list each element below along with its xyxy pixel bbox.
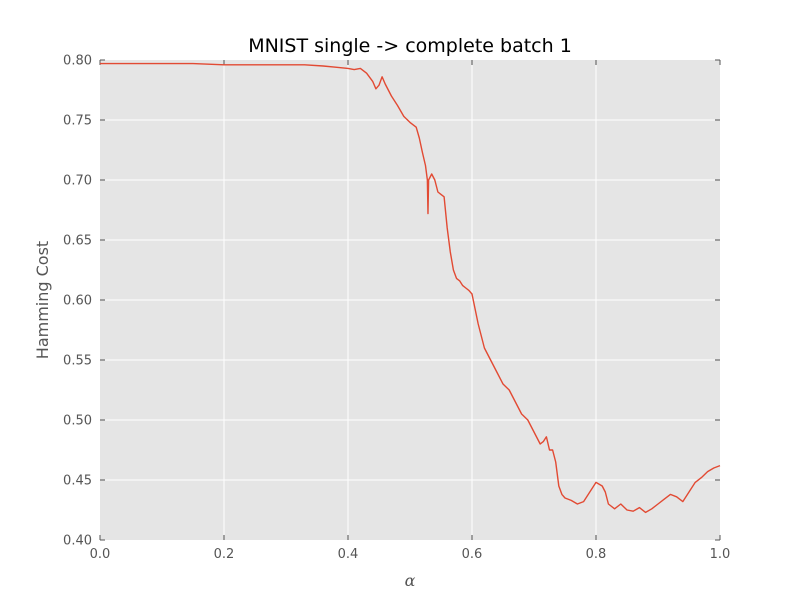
- series-layer: [100, 62, 721, 514]
- x-axis-label: α: [405, 571, 416, 590]
- y-tick-label: 0.40: [63, 534, 92, 549]
- y-tick-label: 0.70: [63, 174, 92, 189]
- x-tick-label: 1.0: [710, 547, 731, 562]
- grid-lines: [100, 60, 720, 540]
- y-tick-label: 0.75: [63, 114, 92, 129]
- x-tick-label: 0.2: [214, 547, 235, 562]
- y-axis-label: Hamming Cost: [33, 241, 52, 359]
- y-tick-label: 0.50: [63, 414, 92, 429]
- y-tick-label: 0.60: [63, 294, 92, 309]
- x-tick-label: 0.0: [90, 547, 111, 562]
- y-tick-label: 0.65: [63, 234, 92, 249]
- x-tick-label: 0.6: [462, 547, 483, 562]
- x-tick-label: 0.4: [338, 547, 359, 562]
- y-tick-label: 0.80: [63, 54, 92, 69]
- y-tick-label: 0.45: [63, 474, 92, 489]
- y-tick-label: 0.55: [63, 354, 92, 369]
- chart-title: MNIST single -> complete batch 1: [248, 35, 572, 57]
- axis-ticks: 0.0 0.2 0.4 0.6 0.8 1.0 0.40 0.45 0.50 0.55 0.60 0.…: [63, 54, 730, 563]
- x-tick-label: 0.8: [586, 547, 607, 562]
- series-line: [100, 62, 721, 514]
